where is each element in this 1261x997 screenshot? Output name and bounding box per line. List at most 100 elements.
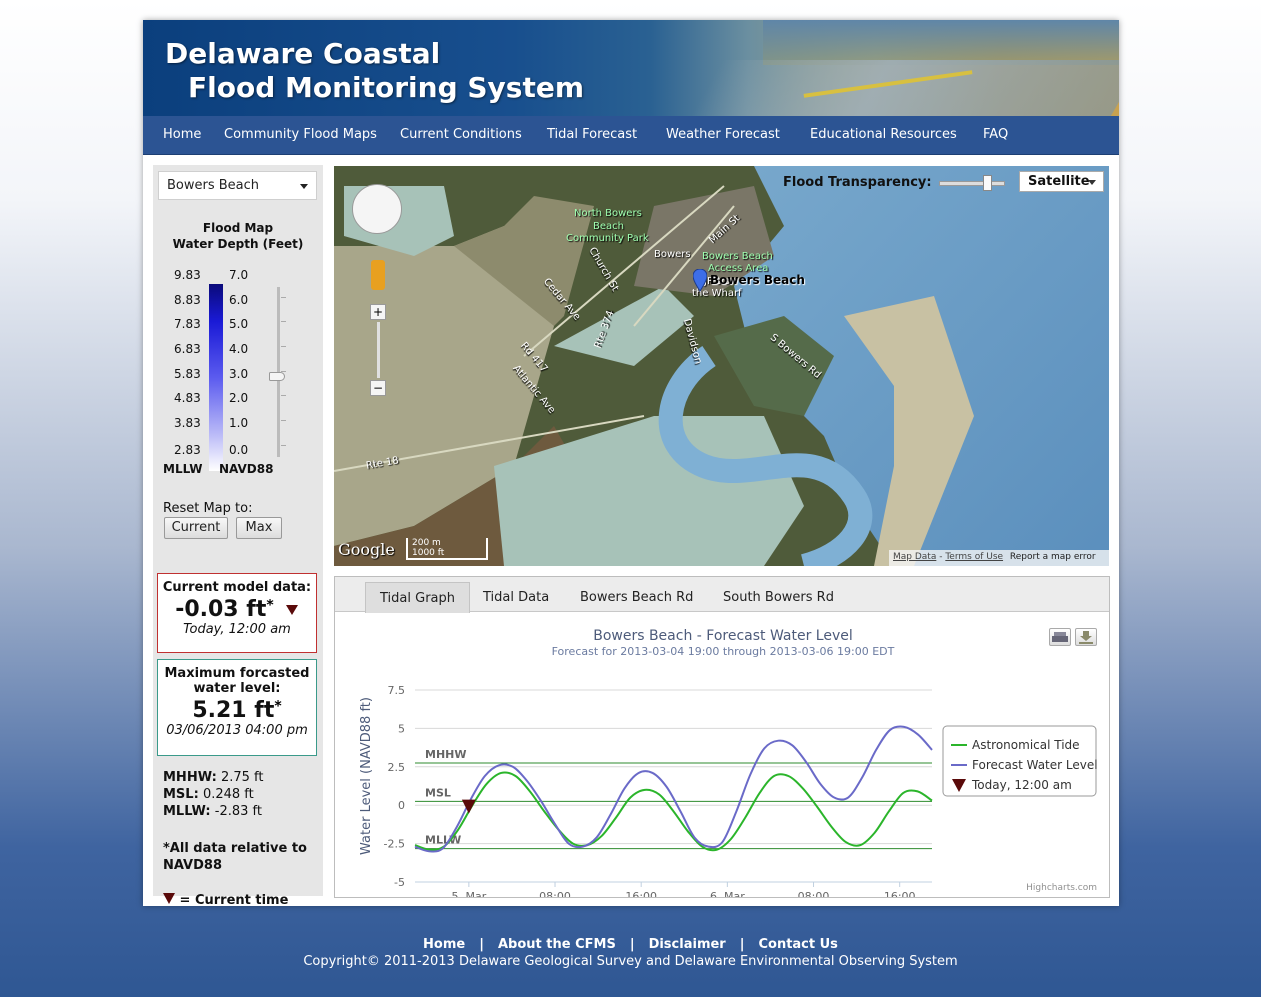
- legend-item-label: Astronomical Tide: [972, 738, 1080, 752]
- download-icon: [1079, 631, 1093, 644]
- navd-value: 0.0: [229, 443, 249, 457]
- site-title-line1: Delaware Coastal: [165, 37, 441, 70]
- tab-south-bowers-rd[interactable]: South Bowers Rd: [723, 590, 834, 605]
- tab-tidal-data[interactable]: Tidal Data: [483, 590, 550, 605]
- current-water-level: -0.03 ft: [175, 597, 267, 622]
- tab-tidal-graph[interactable]: Tidal Graph: [365, 582, 470, 613]
- mllw-value: 3.83: [174, 416, 201, 430]
- map-label-access-area: Bowers Beach: [702, 251, 773, 262]
- location-pin-icon[interactable]: [693, 269, 707, 293]
- current-model-time: Today, 12:00 am: [183, 622, 291, 637]
- navd-value: 4.0: [229, 342, 249, 356]
- nav-faq[interactable]: FAQ: [983, 127, 1009, 142]
- zoom-in-button[interactable]: +: [370, 304, 386, 320]
- current-time-marker-icon: [285, 605, 298, 615]
- map-attribution: Map Data - Terms of Use Report a map err…: [889, 550, 1109, 566]
- flood-transparency-label: Flood Transparency:: [783, 175, 932, 190]
- max-forecast-heading-line2: water level:: [193, 681, 281, 696]
- footer-contact-link[interactable]: Contact Us: [758, 937, 838, 952]
- printer-icon: [1052, 632, 1068, 642]
- x-tick-label: 08:00: [539, 890, 571, 897]
- mllw-value: 2.83: [174, 443, 201, 457]
- max-forecast-heading-line1: Maximum forcasted: [164, 666, 310, 681]
- reset-max-button[interactable]: Max: [236, 517, 282, 539]
- page-container: Delaware Coastal Flood Monitoring System…: [143, 20, 1119, 908]
- footer-disclaimer-link[interactable]: Disclaimer: [648, 937, 726, 952]
- nav-educational-resources[interactable]: Educational Resources: [810, 127, 957, 142]
- nav-weather-forecast[interactable]: Weather Forecast: [666, 127, 780, 142]
- chart-axes: 7.5 5 2.5 0 -2.5 -5 5. Mar 08:00 16:00 6. Mar 08:0…: [384, 684, 932, 897]
- tab-bowers-beach-rd[interactable]: Bowers Beach Rd: [580, 590, 694, 605]
- current-time-legend: = Current time: [163, 893, 288, 908]
- chart-tabs: Tidal Graph Tidal Data Bowers Beach Rd S…: [335, 577, 1109, 613]
- mllw-value: 8.83: [174, 293, 201, 307]
- nav-home[interactable]: Home: [163, 127, 202, 142]
- y-tick-label: -2.5: [384, 838, 405, 851]
- sidebar: Bowers Beach Flood Map Water Depth (Feet…: [153, 165, 323, 908]
- reference-label-mhhw: MHHW: [425, 748, 467, 761]
- nav-tidal-forecast[interactable]: Tidal Forecast: [547, 127, 638, 142]
- footer-copyright: Copyright© 2011-2013 Delaware Geological…: [303, 954, 958, 969]
- zoom-out-button[interactable]: −: [370, 380, 386, 396]
- y-tick-label: 5: [398, 722, 405, 735]
- datum-note-line2: NAVD88: [163, 858, 223, 873]
- download-chart-button[interactable]: [1075, 628, 1097, 646]
- footer-home-link[interactable]: Home: [423, 937, 466, 952]
- max-water-level: 5.21 ft: [192, 698, 275, 723]
- map-data-link[interactable]: Map Data: [893, 552, 937, 562]
- flood-transparency-handle[interactable]: [983, 175, 992, 191]
- chart-title: Bowers Beach - Forecast Water Level: [593, 628, 853, 644]
- current-model-heading: Current model data:: [162, 580, 312, 595]
- y-tick-label: 7.5: [388, 684, 406, 697]
- mllw-value: 4.83: [174, 391, 201, 405]
- report-map-error-link[interactable]: Report a map error: [1009, 552, 1096, 562]
- water-level-chart: Bowers Beach - Forecast Water Level Fore…: [359, 628, 1098, 897]
- legend-item-label: Forecast Water Level: [972, 758, 1098, 772]
- navd-value: 1.0: [229, 416, 249, 430]
- navd-value: 7.0: [229, 268, 249, 282]
- reference-label-mllw: MLLW: [425, 834, 461, 847]
- pegman-icon[interactable]: [371, 260, 385, 290]
- print-chart-button[interactable]: [1049, 628, 1071, 646]
- legend-marker: [952, 779, 966, 792]
- chart-subtitle: Forecast for 2013-03-04 19:00 through 20…: [552, 645, 895, 658]
- mllw-axis-label: MLLW: [163, 462, 203, 476]
- terms-of-use-link[interactable]: Terms of Use: [945, 552, 1004, 562]
- current-time-marker-icon: [163, 893, 175, 904]
- y-axis-label: Water Level (NAVD88 ft): [359, 697, 374, 855]
- satellite-imagery: [334, 166, 1109, 566]
- footer-about-link[interactable]: About the CFMS: [497, 937, 616, 952]
- x-tick-label: 6. Mar: [710, 890, 745, 897]
- x-tick-label: 16:00: [884, 890, 916, 897]
- map-type-select[interactable]: Satellite: [1019, 171, 1104, 192]
- current-time-marker: [461, 799, 476, 814]
- x-tick-label: 16:00: [625, 890, 657, 897]
- map-label-bowers: Bowers: [654, 249, 691, 260]
- pan-control[interactable]: [352, 184, 402, 234]
- flood-map[interactable]: + − North Bowers Beach Community Park Bo…: [334, 166, 1109, 566]
- y-tick-label: 2.5: [388, 761, 406, 774]
- mllw-value: 6.83: [174, 342, 201, 356]
- stat-mllw: MLLW: -2.83 ft: [163, 804, 262, 819]
- flood-transparency-slider[interactable]: [939, 181, 1005, 186]
- google-logo: Google: [338, 540, 395, 559]
- zoom-slider-track[interactable]: [377, 322, 380, 378]
- navd-value: 6.0: [229, 293, 249, 307]
- nav-current-conditions[interactable]: Current Conditions: [400, 127, 522, 142]
- reset-current-button[interactable]: Current: [164, 517, 228, 539]
- depth-slider-handle[interactable]: [269, 372, 285, 381]
- nav-community-flood-maps[interactable]: Community Flood Maps: [224, 127, 377, 142]
- highcharts-credit[interactable]: Highcharts.com: [1026, 883, 1097, 893]
- location-select[interactable]: Bowers Beach: [158, 171, 317, 200]
- chart-gridlines: [415, 689, 932, 883]
- reference-label-msl: MSL: [425, 786, 451, 799]
- map-label-jps: JP's on: [704, 276, 737, 287]
- navd-value: 2.0: [229, 391, 249, 405]
- chart-legend-items: Astronomical Tide Forecast Water Level Tod…: [951, 738, 1098, 792]
- mllw-value: 7.83: [174, 317, 201, 331]
- legend-title-line2: Water Depth (Feet): [172, 237, 304, 251]
- x-tick-label: 08:00: [798, 890, 830, 897]
- mllw-value: 9.83: [174, 268, 201, 282]
- map-label-beach: Beach: [593, 221, 624, 232]
- navd-value: 5.0: [229, 317, 249, 331]
